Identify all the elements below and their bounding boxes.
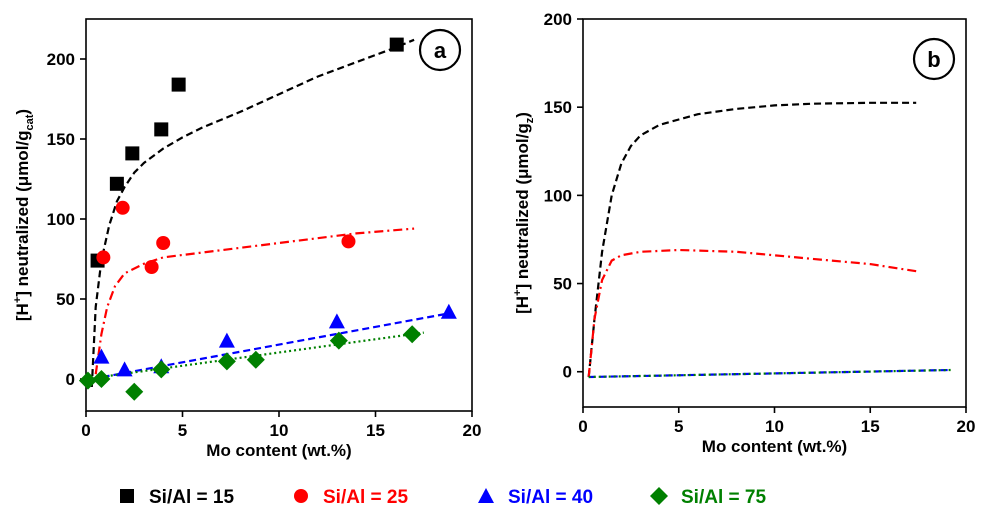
y-tick-label: 100 [544,186,572,205]
x-tick-label: 5 [674,417,683,436]
data-point-15 [154,122,169,137]
x-tick-label: 20 [957,417,976,436]
panel-label-badge [418,28,462,72]
series-line-25 [587,248,917,378]
x-tick-label: 5 [178,421,187,440]
y-tick-label: 100 [47,210,75,229]
y-tick-label: 200 [544,10,572,29]
data-point-40 [93,348,110,364]
x-tick-label: 0 [578,417,587,436]
series-line-75 [588,368,951,379]
panel-label: b [927,47,940,72]
y-tick-label: 0 [563,363,572,382]
panel-label-badge [912,37,956,81]
legend: Si/Al = 15 Si/Al = 25 Si/Al = 40 Si/Al = 75 [120,487,766,508]
x-tick-label: 15 [366,421,385,440]
data-point-75 [78,371,97,390]
data-point-40 [328,313,345,329]
data-point-75 [403,325,422,344]
data-point-25 [96,250,111,265]
legend-marker-15 [120,489,134,503]
legend-label: Si/Al = 40 [508,487,593,508]
legend-marker-40 [478,488,494,503]
plot-frame [85,18,473,412]
legend-label: Si/Al = 15 [149,487,234,508]
y-tick-label: 150 [544,98,572,117]
data-point-25 [156,236,171,250]
data-point-25 [144,260,159,274]
data-point-75 [329,331,348,350]
fit-line-40 [91,312,449,381]
data-point-40 [440,303,457,319]
data-point-75 [125,382,144,401]
y-tick-label: 50 [553,275,572,294]
y-tick-label: 0 [66,370,75,389]
series-line-15 [587,101,917,378]
y-axis-label: [H+] neutralized (μmol/gz) [512,112,536,314]
data-point-15 [389,37,404,52]
y-tick-label: 150 [47,130,75,149]
data-point-25 [115,200,130,215]
legend-marker-75 [650,487,668,505]
x-axis-label: Mo content (wt.%) [206,441,351,460]
x-tick-label: 10 [765,417,784,436]
data-point-75 [246,350,265,369]
data-point-75 [152,360,171,379]
data-point-75 [92,370,111,388]
data-point-40 [116,361,133,377]
legend-marker-25 [294,489,308,503]
y-tick-label: 200 [47,50,75,69]
data-point-15 [125,146,140,161]
panel-label: a [434,38,447,63]
x-tick-label: 20 [463,421,482,440]
fit-line-15 [90,38,415,388]
legend-label: Si/Al = 25 [323,487,408,508]
data-point-25 [341,234,356,249]
x-tick-label: 0 [81,421,90,440]
data-point-15 [109,176,124,191]
data-point-40 [218,332,235,348]
x-tick-label: 10 [270,421,289,440]
y-axis-label: [H+] neutralized (μmol/gcat) [12,109,36,321]
x-tick-label: 15 [861,417,880,436]
y-tick-label: 50 [56,290,75,309]
x-axis-label: Mo content (wt.%) [702,437,847,456]
data-point-15 [171,77,186,92]
legend-label: Si/Al = 75 [681,487,766,508]
data-point-75 [217,352,236,371]
plot-frame [582,18,967,408]
